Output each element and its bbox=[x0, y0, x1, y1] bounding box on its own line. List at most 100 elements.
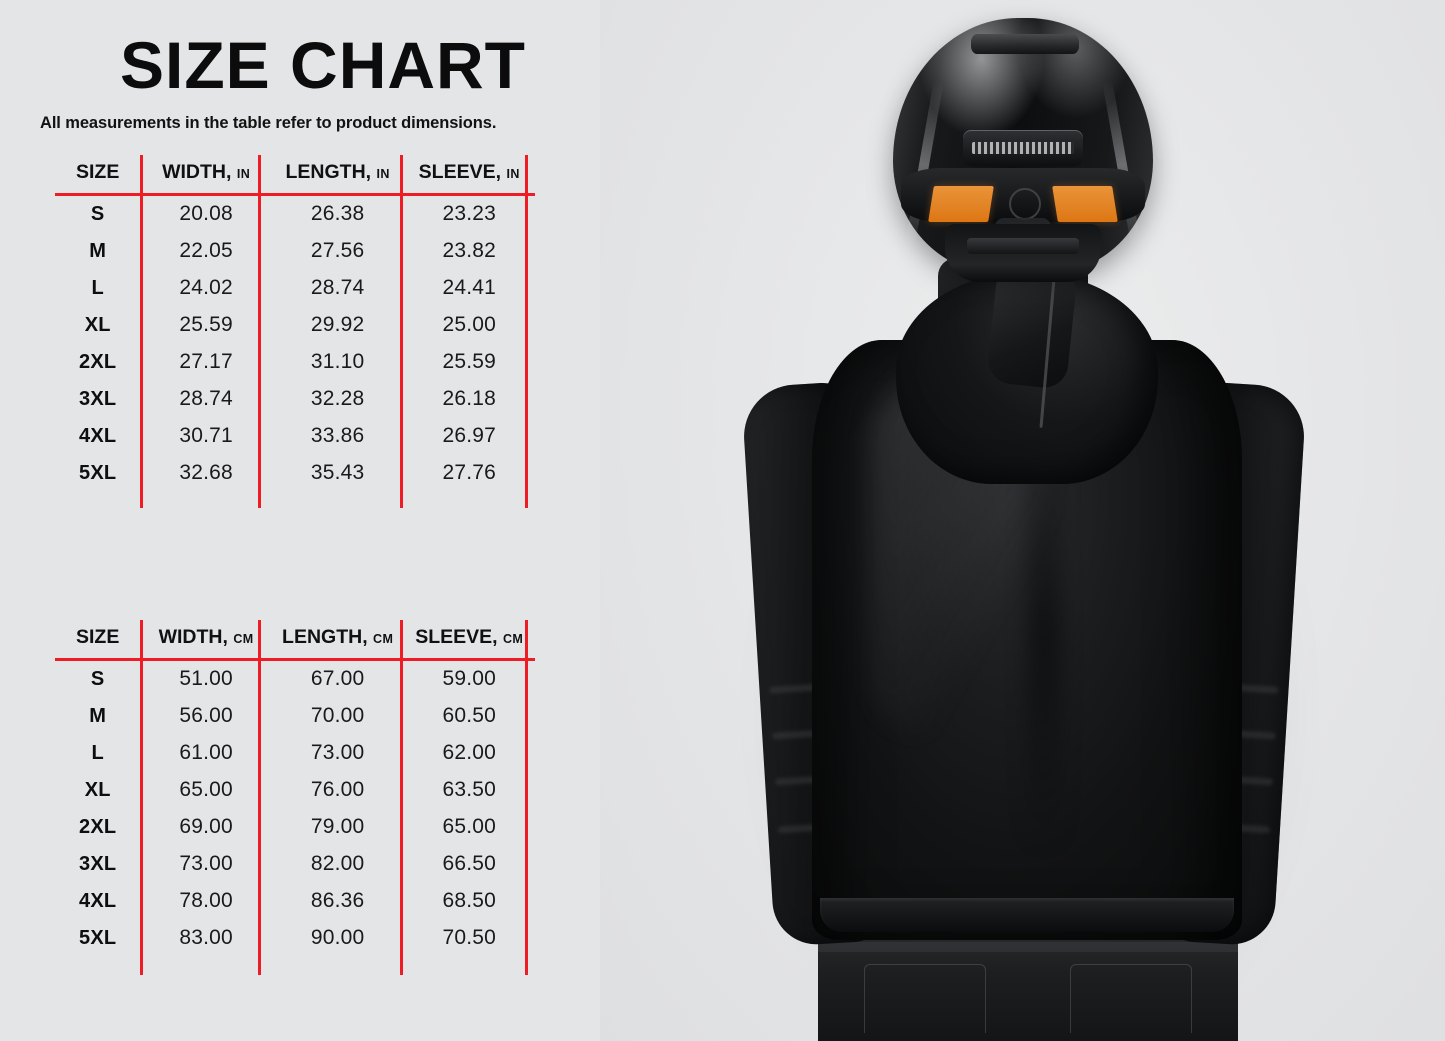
cell-sleeve: 26.97 bbox=[442, 424, 496, 447]
info-panel: SIZE CHART All measurements in the table… bbox=[0, 0, 600, 1041]
cell-sleeve: 59.00 bbox=[442, 667, 496, 690]
cell-width: 73.00 bbox=[179, 852, 233, 875]
column-header-size: SIZE bbox=[55, 620, 141, 661]
column-header-width: WIDTH, IN bbox=[140, 155, 272, 196]
cell-width: 25.59 bbox=[179, 313, 233, 336]
helmet-chin-bar bbox=[945, 224, 1101, 282]
cell-sleeve: 62.00 bbox=[442, 741, 496, 764]
cell-width: 30.71 bbox=[179, 424, 233, 447]
cell-sleeve: 24.41 bbox=[442, 276, 496, 299]
cell-width: 65.00 bbox=[179, 778, 233, 801]
motorcycle-helmet bbox=[893, 18, 1153, 282]
page-title: SIZE CHART bbox=[120, 28, 526, 102]
table-row: 3XL 28.74 32.28 26.18 bbox=[55, 381, 535, 418]
cell-length: 31.10 bbox=[310, 350, 365, 373]
cell-size: XL bbox=[84, 778, 111, 801]
column-header-label: WIDTH, bbox=[158, 626, 228, 648]
cell-size: 2XL bbox=[79, 350, 117, 373]
cell-sleeve: 66.50 bbox=[442, 852, 496, 875]
cell-sleeve: 65.00 bbox=[442, 815, 496, 838]
cell-sleeve: 23.82 bbox=[442, 239, 496, 262]
table-row: 2XL 27.17 31.10 25.59 bbox=[55, 344, 535, 381]
cell-size: 3XL bbox=[79, 387, 117, 410]
cell-length: 67.00 bbox=[310, 667, 365, 690]
cell-width: 22.05 bbox=[179, 239, 233, 262]
column-header-unit: CM bbox=[373, 632, 394, 646]
cell-length: 70.00 bbox=[310, 704, 365, 727]
cell-width: 27.17 bbox=[179, 350, 233, 373]
helmet-reflector-left bbox=[928, 186, 994, 222]
cell-length: 26.38 bbox=[310, 202, 365, 225]
column-header-length: LENGTH, CM bbox=[271, 620, 404, 661]
cell-size: 4XL bbox=[79, 889, 117, 912]
table-row: 4XL 30.71 33.86 26.97 bbox=[55, 418, 535, 455]
table-row: L 61.00 73.00 62.00 bbox=[55, 735, 535, 772]
helmet-gloss-stripe bbox=[904, 80, 944, 250]
cell-length: 29.92 bbox=[310, 313, 365, 336]
cell-width: 69.00 bbox=[179, 815, 233, 838]
table-row: 4XL 78.00 86.36 68.50 bbox=[55, 883, 535, 920]
column-divider bbox=[400, 620, 403, 975]
column-header-unit: IN bbox=[236, 167, 251, 181]
column-header-unit: CM bbox=[502, 632, 524, 646]
cell-width: 51.00 bbox=[179, 667, 233, 690]
size-table-inches: SIZE WIDTH, IN LENGTH, IN SLEEVE, IN S 20… bbox=[55, 155, 535, 508]
cell-width: 56.00 bbox=[179, 704, 233, 727]
column-header-label: SLEEVE, bbox=[418, 161, 502, 183]
cell-size: XL bbox=[84, 313, 111, 336]
cell-size: L bbox=[91, 276, 104, 299]
helmet-reflector-right bbox=[1052, 186, 1118, 222]
column-header-sleeve: SLEEVE, IN bbox=[403, 155, 535, 196]
cell-width: 28.74 bbox=[179, 387, 233, 410]
cell-length: 32.28 bbox=[310, 387, 365, 410]
table-row: M 22.05 27.56 23.82 bbox=[55, 233, 535, 270]
cell-width: 61.00 bbox=[179, 741, 233, 764]
cell-sleeve: 70.50 bbox=[442, 926, 496, 949]
column-divider bbox=[525, 620, 528, 975]
table-row: XL 25.59 29.92 25.00 bbox=[55, 307, 535, 344]
cell-length: 73.00 bbox=[310, 741, 365, 764]
column-header-length: LENGTH, IN bbox=[271, 155, 404, 196]
cell-width: 83.00 bbox=[179, 926, 233, 949]
cell-width: 32.68 bbox=[179, 461, 233, 484]
model-figure bbox=[600, 0, 1445, 1041]
hoodie-hood bbox=[896, 262, 1158, 484]
page-subtitle: All measurements in the table refer to p… bbox=[40, 114, 497, 132]
column-divider bbox=[258, 620, 261, 975]
column-header-label: LENGTH, bbox=[285, 161, 372, 183]
table-row: M 56.00 70.00 60.50 bbox=[55, 698, 535, 735]
table-row: XL 65.00 76.00 63.50 bbox=[55, 772, 535, 809]
column-header-label: LENGTH, bbox=[282, 626, 368, 648]
product-photo bbox=[600, 0, 1445, 1041]
cell-size: 3XL bbox=[79, 852, 117, 875]
table-row: 3XL 73.00 82.00 66.50 bbox=[55, 846, 535, 883]
table-row: 2XL 69.00 79.00 65.00 bbox=[55, 809, 535, 846]
cell-size: 5XL bbox=[79, 926, 117, 949]
cell-width: 24.02 bbox=[179, 276, 233, 299]
helmet-top-vent bbox=[971, 34, 1079, 54]
cell-sleeve: 25.00 bbox=[442, 313, 496, 336]
cell-sleeve: 25.59 bbox=[442, 350, 496, 373]
model-jeans bbox=[818, 928, 1238, 1041]
column-header-unit: IN bbox=[506, 167, 520, 181]
cell-length: 28.74 bbox=[310, 276, 365, 299]
helmet-badge-icon bbox=[1009, 188, 1041, 220]
column-divider bbox=[140, 155, 143, 508]
jeans-waistband bbox=[818, 942, 1238, 952]
cell-width: 78.00 bbox=[179, 889, 233, 912]
cell-length: 86.36 bbox=[310, 889, 365, 912]
column-header-label: WIDTH, bbox=[162, 161, 232, 183]
column-divider bbox=[525, 155, 528, 508]
cell-size: M bbox=[89, 704, 107, 727]
column-divider bbox=[140, 620, 143, 975]
cell-length: 79.00 bbox=[310, 815, 365, 838]
column-divider bbox=[400, 155, 403, 508]
cell-length: 82.00 bbox=[310, 852, 365, 875]
size-table-cm: SIZE WIDTH, CM LENGTH, CM SLEEVE, CM S 51… bbox=[55, 620, 535, 975]
cell-size: 2XL bbox=[79, 815, 117, 838]
jeans-back-pocket-left bbox=[864, 964, 986, 1033]
cell-size: 4XL bbox=[79, 424, 117, 447]
cell-size: S bbox=[90, 667, 105, 690]
cell-width: 20.08 bbox=[179, 202, 233, 225]
cell-length: 35.43 bbox=[310, 461, 365, 484]
